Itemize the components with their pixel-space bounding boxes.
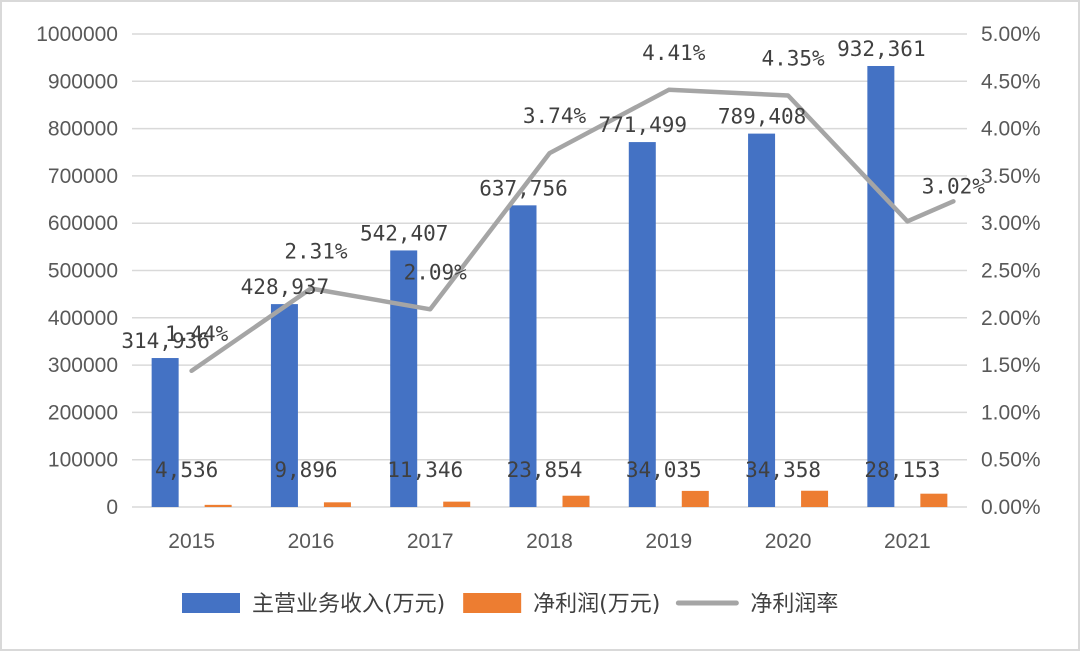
y-right-tick-label: 0.50% [981, 449, 1041, 472]
data-labels: 314,936 4,536 1.44% 428,937 9,896 2.31% 542,40… [121, 37, 985, 482]
bar-revenue [748, 133, 776, 507]
bar-net-profit [323, 502, 351, 507]
bar-net-profit [204, 504, 232, 507]
data-label-net-profit: 28,153 [864, 458, 940, 482]
bar-net-profit [920, 493, 948, 507]
y-left-tick-label: 900000 [48, 70, 118, 93]
data-label-revenue: 542,407 [360, 221, 449, 245]
y-left-tick-label: 100000 [48, 449, 118, 472]
data-label-revenue: 789,408 [718, 105, 807, 129]
data-label-net-margin: 4.35% [761, 46, 825, 70]
x-tick-label: 2020 [765, 530, 812, 553]
data-label-net-profit: 4,536 [155, 458, 218, 482]
data-label-net-margin: 3.02% [922, 174, 986, 198]
y-left-tick-label: 700000 [48, 165, 118, 188]
axes: 0 100000 200000 300000 400000 500000 600000 700… [36, 23, 1040, 553]
margin-line [189, 87, 956, 374]
data-label-net-margin: 3.74% [523, 104, 587, 128]
y-left-tick-label: 0 [106, 496, 118, 519]
data-label-revenue: 771,499 [599, 113, 688, 137]
x-tick-label: 2021 [884, 530, 931, 553]
y-right-tick-label: 3.50% [981, 165, 1041, 188]
x-tick-label: 2016 [288, 530, 335, 553]
data-label-net-margin: 1.44% [165, 322, 229, 346]
bar-net-profit [562, 495, 590, 507]
y-right-tick-label: 2.50% [981, 260, 1041, 283]
x-tick-label: 2019 [645, 530, 692, 553]
legend-item-net-profit: 净利润(万元) [463, 592, 660, 617]
x-tick-label: 2018 [526, 530, 573, 553]
y-left-tick-label: 800000 [48, 118, 118, 141]
data-label-revenue: 314,936 [121, 329, 210, 353]
bar-net-profit [443, 501, 471, 507]
y-left-tick-label: 1000000 [36, 23, 118, 46]
bar-net-profit [681, 490, 709, 507]
line-net-margin [189, 87, 956, 374]
data-label-net-margin: 2.09% [404, 260, 468, 284]
bars [151, 65, 948, 508]
y-right-tick-label: 0.00% [981, 496, 1041, 519]
bar-revenue [509, 205, 537, 507]
legend-item-net-margin: 净利润率 [675, 592, 838, 617]
legend-item-revenue: 主营业务收入(万元) [182, 592, 445, 617]
bar-revenue [151, 358, 179, 507]
legend-swatch [182, 593, 240, 613]
legend-label: 净利润率 [750, 592, 838, 617]
data-label-net-profit: 11,346 [387, 458, 463, 482]
bar-revenue [628, 142, 656, 507]
legend: 主营业务收入(万元) 净利润(万元) 净利润率 [182, 592, 838, 617]
data-label-revenue: 932,361 [837, 37, 926, 61]
data-label-net-margin: 4.41% [642, 41, 706, 65]
bar-net-profit [801, 490, 829, 507]
legend-label: 净利润(万元) [533, 592, 660, 617]
y-left-tick-label: 200000 [48, 401, 118, 424]
data-label-net-profit: 9,896 [274, 458, 337, 482]
legend-label: 主营业务收入(万元) [252, 592, 445, 617]
y-left-tick-label: 600000 [48, 212, 118, 235]
y-right-tick-label: 3.00% [981, 212, 1041, 235]
y-right-tick-label: 2.00% [981, 307, 1041, 330]
data-label-net-profit: 34,358 [745, 458, 821, 482]
data-label-net-margin: 2.31% [284, 239, 348, 263]
bar-revenue [390, 250, 418, 508]
data-label-net-profit: 23,854 [507, 458, 583, 482]
data-label-revenue: 637,756 [479, 176, 568, 200]
legend-swatch [463, 593, 522, 613]
y-left-tick-label: 500000 [48, 260, 118, 283]
y-right-tick-label: 4.50% [981, 70, 1041, 93]
y-right-tick-label: 4.00% [981, 118, 1041, 141]
x-tick-label: 2015 [168, 530, 215, 553]
bar-revenue [270, 304, 298, 507]
y-right-tick-label: 5.00% [981, 23, 1041, 46]
y-right-tick-label: 1.00% [981, 401, 1041, 424]
data-label-revenue: 428,937 [241, 275, 330, 299]
x-tick-label: 2017 [407, 530, 454, 553]
data-label-net-profit: 34,035 [626, 458, 702, 482]
y-right-tick-label: 1.50% [981, 354, 1041, 377]
bar-revenue [867, 65, 895, 507]
y-left-tick-label: 300000 [48, 354, 118, 377]
y-left-tick-label: 400000 [48, 307, 118, 330]
